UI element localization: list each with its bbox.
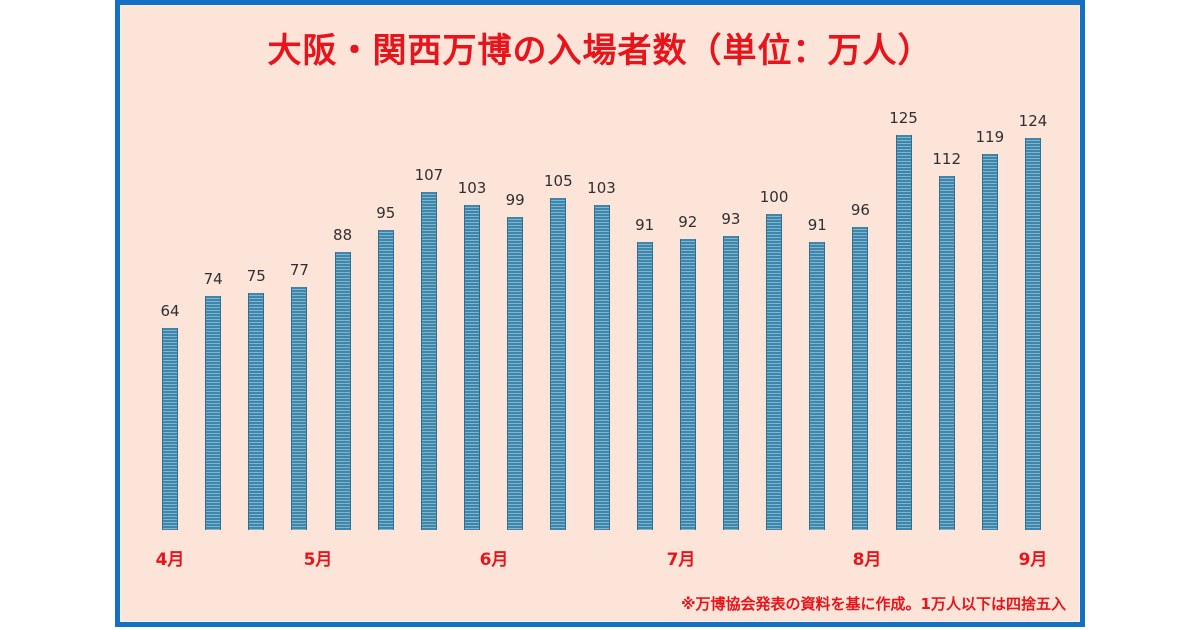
bar — [895, 135, 912, 530]
bar — [593, 204, 610, 530]
bar-value-label: 96 — [850, 200, 870, 219]
bar — [507, 217, 524, 530]
bar — [722, 236, 739, 530]
bar-value-label: 91 — [807, 216, 827, 235]
bar-value-label: 100 — [759, 188, 789, 206]
bar — [291, 286, 308, 530]
bar-value-label: 64 — [160, 301, 180, 320]
bar-value-label: 75 — [246, 267, 266, 285]
bar-value-label: 92 — [678, 213, 698, 232]
bar — [334, 251, 351, 530]
bar-value-label: 77 — [289, 260, 309, 279]
bar-value-label: 103 — [587, 178, 616, 197]
bar — [809, 242, 826, 530]
bar — [464, 204, 481, 530]
bar-value-label: 99 — [505, 191, 525, 210]
bar — [766, 214, 783, 530]
bar — [938, 176, 955, 530]
bar-value-label: 112 — [932, 150, 961, 169]
bar — [550, 198, 567, 530]
month-label: 5月 — [303, 550, 333, 570]
chart-title: 大阪・関西万博の入場者数（単位：万人） — [267, 31, 933, 71]
plot-area: 64 74 75 77 88 95 107 103 99 105 103 91 92 93 100 91 96 1… — [120, 5, 1080, 622]
bar-value-label: 119 — [975, 127, 1005, 146]
bar-value-label: 103 — [457, 178, 487, 197]
bar — [981, 153, 998, 530]
chart-frame: 大阪・関西万博の入場者数（単位：万人） 64 74 75 77 88 95 107 103 99… — [115, 0, 1085, 627]
bar-value-label: 125 — [889, 109, 918, 127]
bar-value-label: 88 — [333, 225, 353, 244]
bar — [420, 191, 437, 530]
bar-value-label: 124 — [1018, 112, 1048, 131]
bar — [1025, 138, 1041, 530]
bar — [636, 242, 653, 530]
bar — [248, 293, 265, 530]
bar-value-label: 107 — [414, 165, 444, 184]
month-label: 9月 — [1018, 550, 1048, 570]
bar — [852, 226, 869, 530]
month-label: 7月 — [666, 550, 696, 570]
source-note: ※万博協会発表の資料を基に作成。1万人以下は四捨五入 — [680, 595, 1066, 613]
bar — [205, 296, 222, 530]
bar — [162, 327, 178, 530]
month-label: 8月 — [852, 550, 882, 570]
bar — [377, 229, 394, 530]
bar-value-label: 91 — [635, 216, 655, 235]
bar-value-label: 95 — [376, 203, 396, 222]
bar-value-label: 105 — [544, 172, 573, 191]
month-label: 4月 — [155, 550, 185, 570]
bar-value-label: 74 — [203, 270, 223, 289]
bar — [679, 239, 696, 530]
month-label: 6月 — [479, 550, 509, 570]
bar-value-label: 93 — [721, 210, 741, 229]
